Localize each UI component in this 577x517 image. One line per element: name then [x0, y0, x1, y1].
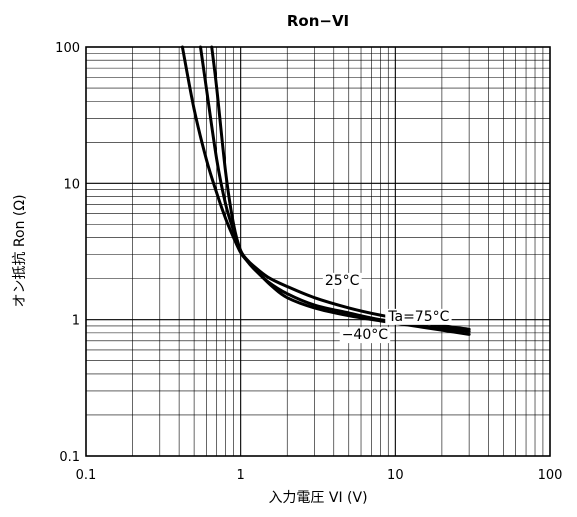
series-line-1	[199, 45, 471, 331]
series-line-2	[210, 45, 471, 333]
plot-frame	[85, 46, 551, 457]
y-tick-labels: 0.1 1 10 100	[55, 41, 80, 465]
annotation-background	[385, 308, 452, 325]
x-tick-labels: 0.1 1 10 100	[76, 468, 563, 483]
y-tick-label: 100	[55, 41, 80, 56]
x-tick-label: 1	[237, 468, 245, 483]
y-axis-label: オン抵抗 Ron (Ω)	[12, 194, 28, 307]
chart-title: Ron−VI	[287, 12, 349, 30]
x-tick-label: 10	[387, 468, 404, 483]
y-tick-label: 10	[63, 177, 80, 192]
curves	[180, 45, 471, 336]
grid	[86, 47, 550, 456]
annotation-background	[322, 272, 362, 289]
x-tick-label: 100	[538, 468, 563, 483]
annotations: 25°C Ta=75°C −40°C	[322, 272, 452, 344]
series-annotation-2: −40°C	[342, 327, 389, 343]
y-tick-label: 0.1	[59, 450, 80, 465]
series-annotation-0: 25°C	[325, 273, 360, 289]
x-axis-label: 入力電圧 VI (V)	[268, 490, 367, 506]
series-annotation-1: Ta=75°C	[387, 309, 449, 325]
x-tick-label: 0.1	[76, 468, 97, 483]
y-tick-label: 1	[72, 314, 80, 329]
annotation-background	[339, 327, 391, 344]
